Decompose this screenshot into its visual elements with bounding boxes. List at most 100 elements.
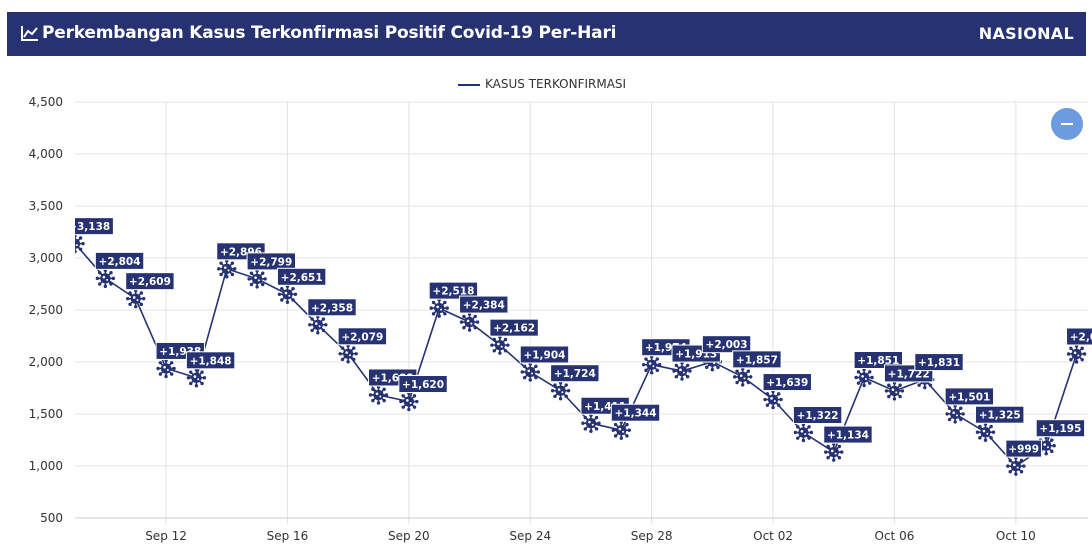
data-label-group: +3,138+2,804+2,609+1,938+1,848+2,896+2,7… [68, 217, 1092, 458]
data-label-box [944, 387, 995, 406]
data-label-box [75, 217, 114, 236]
virus-icon [459, 312, 480, 332]
series-group [75, 233, 1087, 476]
y-tick-label: 4,000 [29, 147, 63, 161]
data-label-box [762, 373, 812, 392]
scope-label: NASIONAL [978, 24, 1074, 43]
data-label-box [276, 267, 327, 286]
data-label-box [914, 353, 964, 372]
y-tick-label: 2,000 [29, 355, 63, 369]
virus-icon [854, 367, 874, 388]
virus-icon [217, 259, 237, 279]
data-label: +1,724 [554, 368, 596, 380]
x-tick-label: Sep 16 [267, 529, 309, 543]
virus-icon [368, 385, 389, 405]
virus-icon [247, 269, 267, 289]
data-label: +2,896 [220, 246, 262, 258]
virus-icon [611, 420, 631, 440]
data-label: +2,518 [432, 286, 474, 298]
data-label: +1,325 [979, 410, 1021, 422]
x-tick-label: Oct 10 [996, 529, 1036, 543]
data-label-box [398, 375, 448, 394]
virus-icon [520, 362, 540, 382]
y-tick-label: 3,000 [29, 251, 63, 265]
data-label: +2,799 [250, 256, 292, 268]
data-label: +2,651 [281, 272, 323, 284]
data-label-box [610, 403, 661, 422]
data-label-box [246, 252, 297, 271]
x-tick-label: Sep 20 [388, 529, 430, 543]
virus-icon [763, 389, 783, 410]
virus-icon [824, 442, 844, 462]
data-label-box [550, 364, 600, 383]
legend-swatch [458, 84, 480, 86]
virus-icon [308, 315, 328, 335]
virus-icon [75, 233, 85, 254]
x-tick-label: Sep 28 [631, 529, 673, 543]
data-label: +2,804 [99, 256, 141, 268]
data-label-box [519, 345, 570, 364]
minus-icon [1061, 123, 1073, 125]
y-tick-label: 500 [40, 511, 63, 525]
data-label: +1,195 [1039, 423, 1081, 435]
virus-icon [672, 361, 692, 381]
data-label-box [459, 295, 509, 314]
data-label-box [732, 350, 782, 369]
y-tick-label: 3,500 [29, 199, 63, 213]
data-label-box [125, 272, 175, 291]
virus-icon [733, 367, 753, 387]
x-tick-label: Oct 06 [875, 529, 915, 543]
data-label-box [1005, 439, 1042, 458]
data-label: +2,358 [311, 302, 353, 314]
data-label: +2,003 [706, 339, 748, 351]
x-tick-label: Sep 12 [145, 529, 187, 543]
data-label: +3,138 [68, 221, 110, 233]
data-label: +2,609 [129, 276, 171, 288]
virus-icon [1066, 344, 1087, 364]
virus-icon [884, 381, 905, 401]
data-label-box [337, 327, 388, 346]
data-label: +1,344 [614, 408, 656, 420]
data-label-box [185, 351, 236, 370]
virus-icon [641, 355, 662, 375]
virus-icon [338, 344, 358, 364]
data-label-box [428, 281, 479, 300]
data-label-box [975, 405, 1025, 424]
virus-icon [277, 284, 298, 304]
data-label: +2,077 [1070, 331, 1092, 343]
data-label: +1,639 [766, 377, 808, 389]
data-label: +1,831 [918, 357, 960, 369]
virus-icon [490, 335, 510, 355]
data-label: +999 [1008, 444, 1039, 456]
data-label: +1,134 [827, 430, 869, 442]
data-label: +1,857 [736, 354, 778, 366]
virus-icon [945, 404, 965, 424]
zoom-out-button[interactable] [1051, 108, 1083, 140]
virus-icon [581, 413, 601, 433]
data-label-box [823, 425, 873, 444]
data-label: +1,322 [797, 410, 839, 422]
data-label: +1,904 [523, 349, 565, 361]
data-label-box [792, 406, 843, 425]
chart-legend[interactable]: KASUS TERKONFIRMASI [0, 76, 1092, 94]
data-label-box [1066, 327, 1092, 346]
virus-icon [399, 391, 419, 412]
y-tick-label: 1,500 [29, 407, 63, 421]
virus-icon [1006, 456, 1026, 476]
data-label-box [489, 318, 539, 337]
data-label-box [1035, 419, 1086, 438]
data-label: +1,851 [857, 355, 899, 367]
x-tick-label: Sep 24 [509, 529, 551, 543]
virus-icon [429, 298, 449, 318]
data-label-box [701, 335, 752, 354]
virus-icon [126, 288, 146, 309]
x-tick-label: Oct 02 [753, 529, 793, 543]
data-label: +1,848 [190, 355, 232, 367]
chart-title: Perkembangan Kasus Terkonfirmasi Positif… [42, 23, 617, 43]
data-label: +2,079 [341, 331, 383, 343]
virus-icon [793, 422, 814, 443]
virus-icon [95, 268, 116, 289]
y-tick-label: 1,000 [29, 459, 63, 473]
virus-icon [550, 381, 571, 401]
